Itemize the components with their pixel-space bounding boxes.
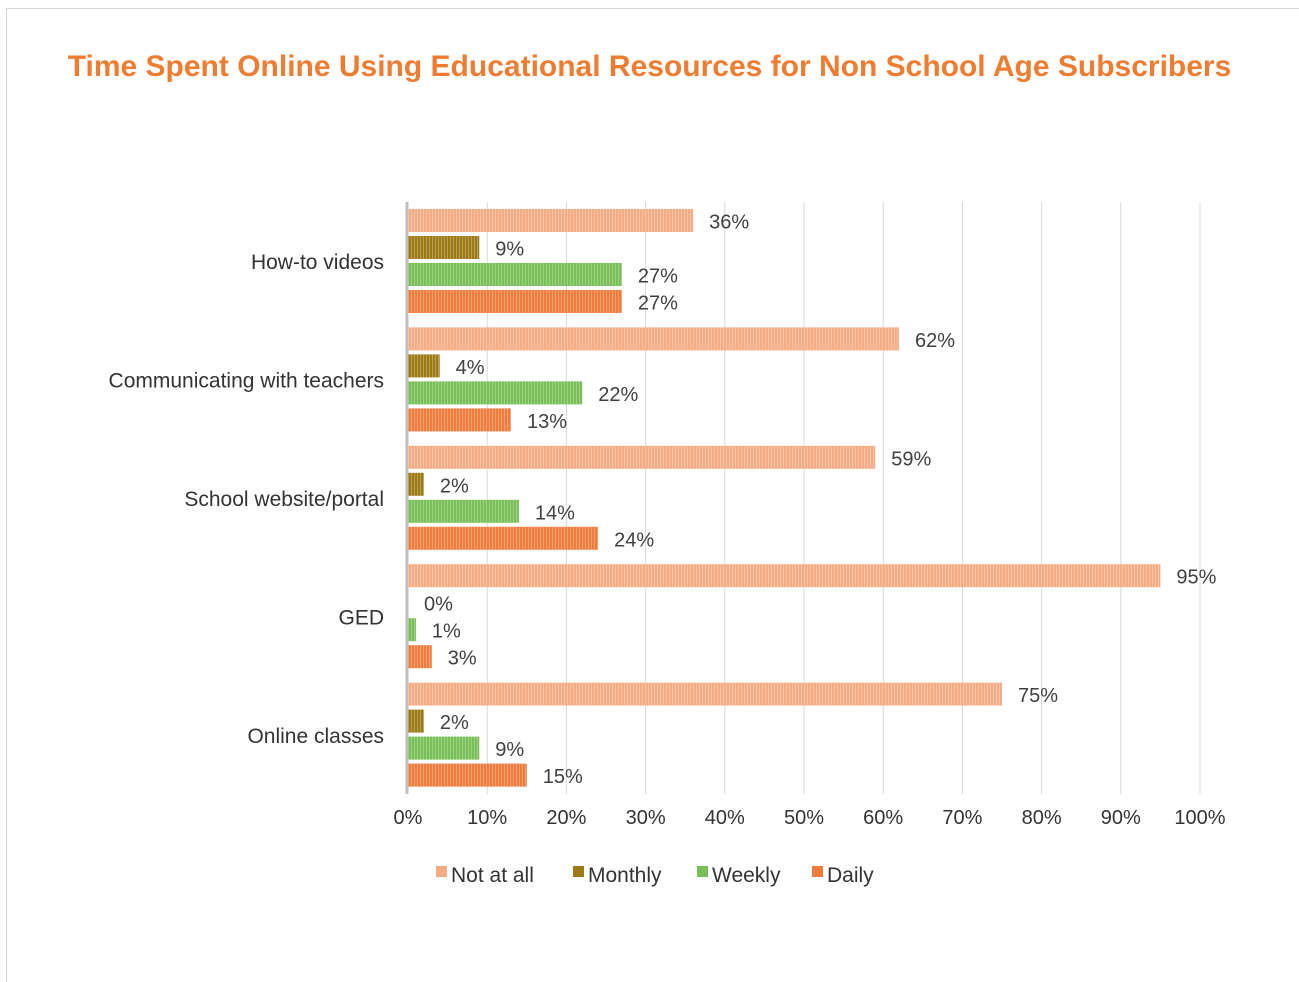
x-tick-label: 70% (942, 807, 982, 829)
data-label-online-classes-daily: 15% (543, 766, 583, 788)
legend-swatch-daily (812, 866, 823, 877)
chart-title: Time Spent Online Using Educational Reso… (67, 50, 1232, 83)
data-label-how-to-videos-weekly: 27% (638, 266, 678, 288)
legend-label-daily: Daily (827, 864, 874, 887)
bar-texture-school-website-portal-monthly (408, 472, 424, 496)
bars (408, 209, 1161, 787)
bar-texture-communicating-with-teachers-monthly (408, 354, 440, 378)
legend-label-weekly: Weekly (712, 864, 781, 887)
category-label-ged: GED (338, 606, 384, 629)
category-label-how-to-videos: How-to videos (251, 251, 384, 274)
data-label-school-website-portal-monthly: 2% (440, 475, 469, 497)
bar-texture-how-to-videos-daily (408, 290, 622, 313)
data-label-communicating-with-teachers-weekly: 22% (598, 384, 638, 406)
category-label-online-classes: Online classes (247, 725, 384, 748)
bar-texture-communicating-with-teachers-weekly (408, 381, 583, 405)
data-label-online-classes-weekly: 9% (495, 739, 524, 761)
legend: Not at all Monthly Weekly Daily (436, 864, 874, 887)
legend-swatch-monthly (573, 866, 584, 877)
category-label-communicating-with-teachers: Communicating with teachers (109, 370, 384, 393)
x-tick-label: 30% (626, 807, 666, 829)
data-label-how-to-videos-daily: 27% (638, 293, 678, 315)
x-tick-label: 20% (546, 807, 586, 829)
data-label-communicating-with-teachers-daily: 13% (527, 411, 567, 433)
legend-label-monthly: Monthly (588, 864, 662, 887)
category-labels: How-to videos Communicating with teachers… (109, 251, 384, 748)
data-label-communicating-with-teachers-not-at-all: 62% (915, 330, 955, 352)
bar-texture-online-classes-daily (408, 763, 527, 787)
data-label-online-classes-not-at-all: 75% (1018, 685, 1058, 707)
bar-texture-communicating-with-teachers-daily (408, 408, 511, 432)
x-tick-label: 10% (467, 807, 507, 829)
x-tick-label: 80% (1022, 807, 1062, 829)
data-label-online-classes-monthly: 2% (440, 712, 469, 734)
bar-texture-how-to-videos-weekly (408, 263, 622, 286)
bar-texture-ged-not-at-all (408, 564, 1161, 588)
legend-swatch-weekly (697, 866, 708, 877)
bar-texture-how-to-videos-not-at-all (408, 209, 694, 232)
data-label-school-website-portal-daily: 24% (614, 529, 654, 551)
bar-texture-online-classes-weekly (408, 736, 480, 760)
bar-texture-ged-weekly (408, 618, 416, 642)
bar-texture-school-website-portal-not-at-all (408, 445, 876, 469)
x-tick-label: 100% (1174, 807, 1225, 829)
bar-texture-online-classes-not-at-all (408, 682, 1002, 706)
category-label-school-website-portal: School website/portal (184, 488, 384, 511)
chart-frame (6, 8, 1299, 982)
x-tick-label: 50% (784, 807, 824, 829)
data-label-communicating-with-teachers-monthly: 4% (456, 357, 485, 379)
x-axis-tick-labels: 0% 10% 20% 30% 40% 50% 60% 70% 80% 90% 100% (394, 807, 1226, 829)
data-label-ged-not-at-all: 95% (1176, 567, 1216, 589)
data-label-how-to-videos-not-at-all: 36% (709, 212, 749, 234)
legend-swatch-not-at-all (436, 866, 447, 877)
bar-texture-communicating-with-teachers-not-at-all (408, 327, 900, 351)
bar-texture-how-to-videos-monthly (408, 236, 480, 259)
data-labels: 36% 9% 27% 27% 62% 4% 22% 13% 59% 2% 14% 24% 95% 0% 1%… (424, 212, 1217, 789)
bar-texture-ged-daily (408, 645, 432, 669)
data-label-school-website-portal-weekly: 14% (535, 502, 575, 524)
x-tick-label: 0% (394, 807, 423, 829)
x-tick-label: 90% (1101, 807, 1141, 829)
bar-texture-school-website-portal-weekly (408, 499, 519, 523)
data-label-school-website-portal-not-at-all: 59% (891, 448, 931, 470)
data-label-ged-weekly: 1% (432, 621, 461, 643)
x-tick-label: 60% (863, 807, 903, 829)
legend-label-not-at-all: Not at all (451, 864, 534, 887)
data-label-how-to-videos-monthly: 9% (495, 239, 524, 261)
data-label-ged-daily: 3% (448, 648, 477, 670)
bar-texture-school-website-portal-daily (408, 526, 599, 550)
bar-texture-online-classes-monthly (408, 709, 424, 733)
data-label-ged-monthly: 0% (424, 594, 453, 616)
x-tick-label: 40% (705, 807, 745, 829)
